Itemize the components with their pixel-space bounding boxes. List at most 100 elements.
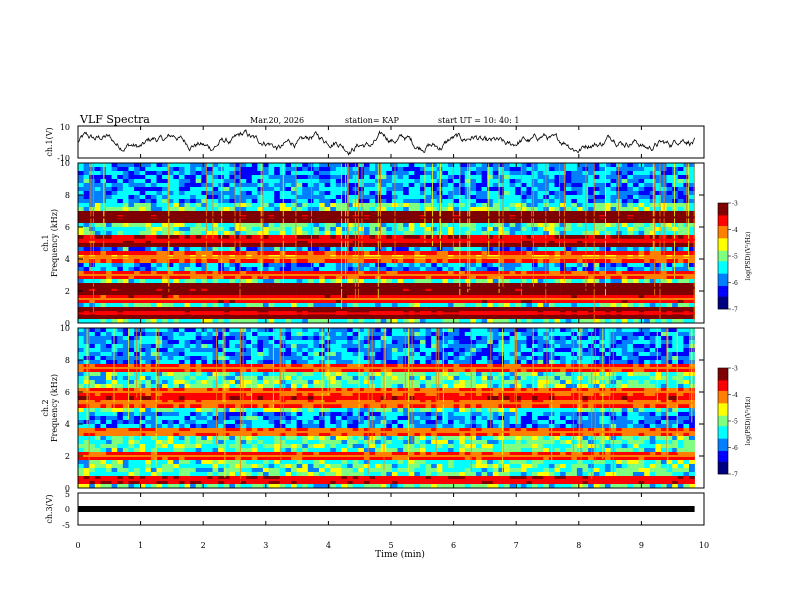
spectrogram-cell [453,295,460,300]
spectrogram-cell [218,315,225,320]
spectrogram-cell [122,307,129,312]
spectrogram-cell [363,187,370,192]
spectrogram-cell [386,267,393,272]
spectrogram-cell [363,279,370,284]
spectrogram-cell [190,295,197,300]
spectrogram-cell [419,175,426,180]
spectrogram-cell [677,163,684,168]
spectrogram-cell [649,187,656,192]
spectrogram-cell [487,171,494,176]
spectrogram-cell [431,295,438,300]
spectrogram-cell [307,227,314,232]
spectrogram-cell [403,279,410,284]
spectrogram-cell [649,336,656,341]
spectrogram-cell [246,319,253,324]
spectrogram-cell [672,183,679,188]
spectrogram-cell [431,219,438,224]
spectrogram-cell [240,259,247,264]
spectrogram-cell [307,243,314,248]
spectrogram-cell [201,307,208,312]
spectrogram-cell [206,291,213,296]
spectrogram-cell [459,203,466,208]
spectrogram-cell [588,243,595,248]
spectrogram-cell [543,332,550,337]
spectrogram-cell [363,227,370,232]
spectrogram-cell [319,275,325,280]
spectrogram-cell [218,307,225,312]
spectrogram-cell [279,336,286,341]
spectrogram-cell [386,299,393,304]
spectrogram-cell [447,251,454,256]
spectrogram-cell [246,283,253,288]
spectrogram-cell [94,336,101,341]
spectrogram-cell [330,332,337,337]
spectrogram-cell [532,195,538,200]
spectrogram-cell [425,259,432,264]
spectrogram-cell [195,195,202,200]
spectrogram-cell [145,263,152,268]
spectrogram-cell [677,199,684,204]
spectrogram-cell [358,231,365,236]
colorbar-swatch [718,220,728,223]
spectrogram-cell [498,299,505,304]
spectrogram-cell [341,283,348,288]
spectrogram-cell [134,271,140,276]
spectrogram-cell [156,199,163,204]
spectrogram-cell [565,279,572,284]
spectrogram-cell [532,251,538,256]
spectrogram-cell [190,163,197,168]
spectrogram-cell [117,167,124,172]
spectrogram-cell [481,303,488,308]
spectrogram-cell [638,251,645,256]
spectrogram-cell [89,251,96,256]
spectrogram-cell [526,175,533,180]
spectrogram-cell [509,263,516,268]
spectrogram-cell [548,179,555,184]
spectrogram-cell [195,183,202,188]
spectrogram-cell [291,315,297,320]
spectrogram-cell [313,175,320,180]
spectrogram-cell [330,199,337,204]
spectrogram-cell [419,223,426,228]
spectrogram-cell [285,183,292,188]
spectrogram-cell [672,263,679,268]
spectrogram-cell [240,287,247,292]
spectrogram-cell [526,287,533,292]
spectrogram-cell [442,179,449,184]
spectrogram-cell [302,307,309,312]
spectrogram-cell [447,227,454,232]
spectrogram-cell [302,291,309,296]
spectrogram-cell [593,175,600,180]
spectrogram-cell [106,299,112,304]
emission-band [78,312,695,315]
spectrogram-cell [212,207,219,212]
spectrogram-cell [307,191,314,196]
spectrogram-cell [178,299,185,304]
spectrogram-cell [156,203,163,208]
spectrogram-cell [218,175,225,180]
spectrogram-cell [548,283,555,288]
spectrogram-cell [106,247,112,252]
spectrogram-cell [128,167,135,172]
spectrogram-cell [201,340,208,345]
spectrogram-cell [178,251,185,256]
spectrogram-cell [655,207,662,212]
spectrogram-cell [134,183,140,188]
spectrogram-cell [195,340,202,345]
spectrogram-cell [475,211,482,216]
spectrogram-cell [206,195,213,200]
spectrogram-cell [660,332,667,337]
spectrogram-cell [487,275,494,280]
spectrogram-cell [632,336,639,341]
spectrogram-cell [610,299,617,304]
spectrogram-cell [78,315,84,320]
spectrogram-cell [358,171,365,176]
spectrogram-cell [358,279,365,284]
spectrogram-cell [532,279,538,284]
spectrogram-cell [414,207,421,212]
spectrogram-cell [347,227,353,232]
spectrogram-cell [89,207,96,212]
spectrogram-cell [397,191,404,196]
spectrogram-cell [683,307,690,312]
spectrogram-cell [145,295,152,300]
